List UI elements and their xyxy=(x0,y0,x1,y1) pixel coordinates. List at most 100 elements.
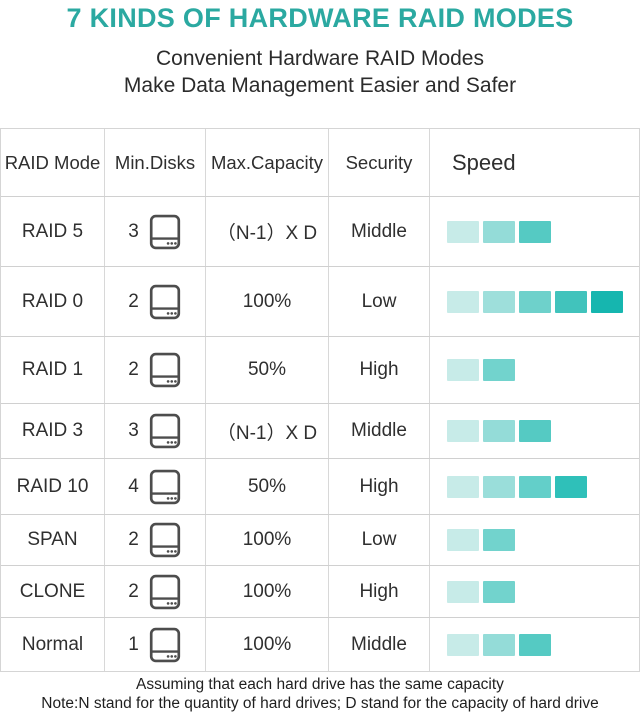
speed-bar-segment xyxy=(483,220,515,243)
security-value: High xyxy=(329,566,430,617)
max-capacity-value: （N-1）X D xyxy=(206,404,329,458)
min-disks-cell: 2 xyxy=(105,267,206,336)
hard-drive-icon xyxy=(148,412,182,450)
page-title: 7 KINDS OF HARDWARE RAID MODES xyxy=(66,3,574,33)
max-capacity-value: 100% xyxy=(206,515,329,565)
footnote: Assuming that each hard drive has the sa… xyxy=(0,675,640,713)
speed-bar-segment xyxy=(447,633,479,656)
raid-mode-label: SPAN xyxy=(1,515,105,565)
max-capacity-value: 100% xyxy=(206,267,329,336)
min-disks-cell: 2 xyxy=(105,337,206,403)
security-value: High xyxy=(329,337,430,403)
raid-modes-table: RAID Mode Min.Disks Max.Capacity Securit… xyxy=(0,128,640,672)
hard-drive-icon xyxy=(148,468,182,506)
min-disks-cell: 2 xyxy=(105,566,206,617)
min-disks-cell: 3 xyxy=(105,197,206,266)
speed-bar-segment xyxy=(483,290,515,313)
header-min-disks: Min.Disks xyxy=(105,129,206,196)
security-value: Low xyxy=(329,267,430,336)
raid-mode-label: RAID 3 xyxy=(1,404,105,458)
speed-bar-segment xyxy=(447,420,479,442)
min-disks-cell: 3 xyxy=(105,404,206,458)
speed-bar-segment xyxy=(447,580,479,603)
speed-bar-segment xyxy=(483,633,515,656)
min-disks-cell: 1 xyxy=(105,618,206,671)
table-header-row: RAID Mode Min.Disks Max.Capacity Securit… xyxy=(1,129,639,197)
speed-bar-segment xyxy=(519,220,551,243)
max-capacity-value: 50% xyxy=(206,337,329,403)
speed-bars xyxy=(430,404,639,458)
min-disks-value: 4 xyxy=(128,475,139,497)
max-capacity-value: 100% xyxy=(206,618,329,671)
speed-bars xyxy=(430,515,639,565)
raid-mode-label: RAID 0 xyxy=(1,267,105,336)
raid-mode-label: RAID 5 xyxy=(1,197,105,266)
table-row-clone: CLONE 2 100% High xyxy=(1,566,639,618)
security-value: Middle xyxy=(329,404,430,458)
speed-bar-segment xyxy=(519,420,551,442)
min-disks-value: 3 xyxy=(128,220,139,242)
hard-drive-icon xyxy=(148,283,182,321)
speed-bar-segment xyxy=(483,475,515,498)
speed-bars xyxy=(430,337,639,403)
min-disks-cell: 4 xyxy=(105,459,206,514)
min-disks-cell: 2 xyxy=(105,515,206,565)
table-row-raid5: RAID 5 3 （N-1）X D Middle xyxy=(1,197,639,267)
speed-bar-segment xyxy=(519,290,551,313)
speed-bar-segment xyxy=(519,475,551,498)
speed-bars xyxy=(430,618,639,671)
min-disks-value: 2 xyxy=(128,290,139,312)
security-value: Middle xyxy=(329,197,430,266)
footnote-line-1: Assuming that each hard drive has the sa… xyxy=(136,676,504,693)
speed-bar-segment xyxy=(447,529,479,551)
speed-bars xyxy=(430,566,639,617)
raid-mode-label: RAID 1 xyxy=(1,337,105,403)
speed-bar-segment xyxy=(447,475,479,498)
max-capacity-value: 50% xyxy=(206,459,329,514)
raid-mode-label: Normal xyxy=(1,618,105,671)
security-value: High xyxy=(329,459,430,514)
min-disks-value: 3 xyxy=(128,420,139,441)
table-row-raid1: RAID 1 2 50% High xyxy=(1,337,639,404)
speed-bar-segment xyxy=(483,359,515,381)
speed-bar-segment xyxy=(483,580,515,603)
hard-drive-icon xyxy=(148,573,182,611)
min-disks-value: 2 xyxy=(128,580,139,602)
speed-bar-segment xyxy=(447,220,479,243)
hard-drive-icon xyxy=(148,213,182,251)
hard-drive-icon xyxy=(148,626,182,664)
table-row-normal: Normal 1 100% Middle xyxy=(1,618,639,671)
speed-bars xyxy=(430,267,639,336)
speed-bar-segment xyxy=(519,633,551,656)
speed-bar-segment xyxy=(483,420,515,442)
footnote-line-2: Note:N stand for the quantity of hard dr… xyxy=(41,695,599,712)
speed-bar-segment xyxy=(447,290,479,313)
header-security: Security xyxy=(329,129,430,196)
table-row-raid0: RAID 0 2 100% Low xyxy=(1,267,639,337)
hard-drive-icon xyxy=(148,351,182,389)
raid-mode-label: CLONE xyxy=(1,566,105,617)
header-speed: Speed xyxy=(452,149,516,175)
speed-bars xyxy=(430,197,639,266)
header-max-capacity: Max.Capacity xyxy=(206,129,329,196)
min-disks-value: 2 xyxy=(128,359,139,380)
max-capacity-value: 100% xyxy=(206,566,329,617)
speed-bar-segment xyxy=(447,359,479,381)
table-row-span: SPAN 2 100% Low xyxy=(1,515,639,566)
max-capacity-value: （N-1）X D xyxy=(206,197,329,266)
subtitle-line-2: Make Data Management Easier and Safer xyxy=(123,74,517,97)
speed-bars xyxy=(430,459,639,514)
security-value: Middle xyxy=(329,618,430,671)
speed-bar-segment xyxy=(591,290,623,313)
subtitle-line-1: Convenient Hardware RAID Modes xyxy=(156,47,484,70)
speed-bar-segment xyxy=(483,529,515,551)
raid-mode-label: RAID 10 xyxy=(1,459,105,514)
min-disks-value: 1 xyxy=(128,633,139,655)
page-subtitle: Convenient Hardware RAID Modes Make Data… xyxy=(0,45,640,99)
min-disks-value: 2 xyxy=(128,529,139,550)
table-row-raid3: RAID 3 3 （N-1）X D Middle xyxy=(1,404,639,459)
header-raid-mode: RAID Mode xyxy=(1,129,105,196)
speed-bar-segment xyxy=(555,475,587,498)
hard-drive-icon xyxy=(148,521,182,559)
speed-bar-segment xyxy=(555,290,587,313)
